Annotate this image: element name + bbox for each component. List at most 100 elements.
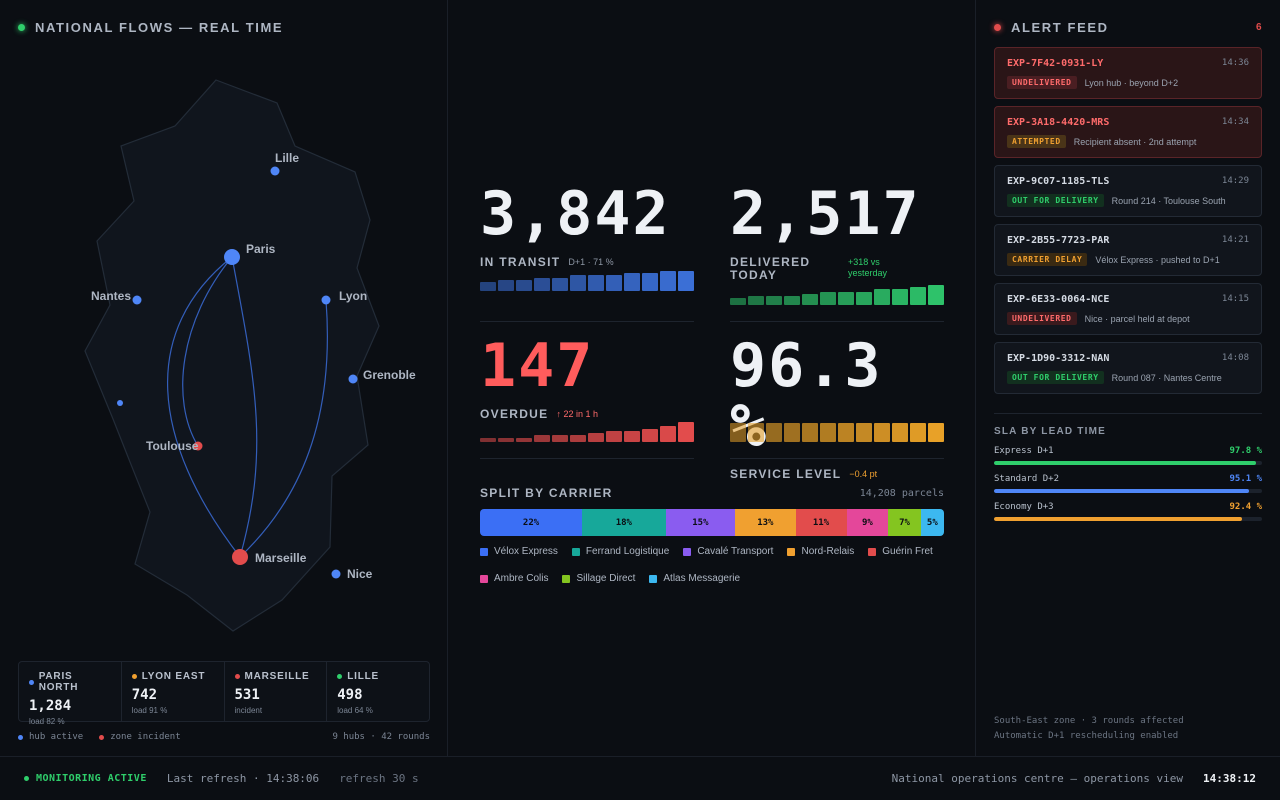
carrier-legend-item[interactable]: Sillage Direct	[562, 573, 635, 584]
carrier-split-bar[interactable]: 22% 18% 15% 13% 11% 9% 7% 5%	[480, 509, 944, 536]
national-flows-panel: NATIONAL FLOWS — REAL TIME Lille Paris Nan…	[0, 0, 448, 756]
alert-card[interactable]: EXP-1D90-3312-NAN 14:08 OUT FOR DELIVERY Ro…	[994, 342, 1262, 394]
alert-card[interactable]: EXP-9C07-1185-TLS 14:29 OUT FOR DELIVERY Ro…	[994, 165, 1262, 217]
service-spark-bar	[856, 423, 872, 442]
sla-name: Economy D+3	[994, 502, 1054, 512]
carrier-segment[interactable]: 13%	[735, 509, 796, 536]
city-marker-lille[interactable]	[270, 166, 280, 176]
carrier-legend-item[interactable]: Atlas Messagerie	[649, 573, 740, 584]
kpi-service-level[interactable]: 96.3 % SERVICE LEVEL −0.4 pt	[730, 331, 883, 481]
city-label-marseille: Marseille	[255, 551, 307, 565]
carrier-segment[interactable]: 11%	[795, 509, 847, 536]
carrier-legend-item[interactable]: Vélox Express	[480, 546, 558, 557]
hub-card-lyon-east[interactable]: LYON EAST 742 load 91 %	[122, 662, 225, 721]
city-marker-nantes[interactable]	[132, 295, 142, 305]
sla-value: 95.1 %	[1229, 474, 1262, 484]
city-marker-grenoble[interactable]	[348, 374, 358, 384]
overdue-spark-bar	[678, 422, 694, 442]
delivered-spark-bar	[874, 289, 890, 305]
service-spark-bar	[892, 423, 908, 442]
hub-status-icon	[234, 674, 240, 679]
sla-fill	[994, 517, 1242, 521]
service-spark-bar	[784, 423, 800, 442]
transit-spark-bar	[678, 271, 694, 291]
kpi-overdue[interactable]: 147 OVERDUE ↑ 22 in 1 h	[480, 331, 598, 421]
hub-card-paris-north[interactable]: PARIS NORTH 1,284 load 82 %	[19, 662, 122, 726]
carrier-segment[interactable]: 9%	[846, 509, 889, 536]
kpi-in-transit[interactable]: 3,842 IN TRANSIT D+1 · 71 %	[480, 179, 671, 269]
carrier-legend: Vélox Express Ferrand Logistique Cavalé Tr…	[480, 546, 950, 584]
sla-fill	[994, 461, 1257, 465]
transit-spark-bar	[606, 275, 622, 291]
city-marker-paris[interactable]	[224, 249, 240, 265]
overdue-spark-bar	[642, 428, 658, 442]
alert-status-badge: ATTEMPTED	[1007, 135, 1066, 148]
alert-card[interactable]: EXP-6E33-0064-NCE 14:15 UNDELIVERED Nice · …	[994, 283, 1262, 335]
live-indicator-icon	[18, 24, 25, 31]
carrier-segment[interactable]: 15%	[665, 509, 736, 536]
alert-description: Round 214 · Toulouse South	[1111, 195, 1226, 206]
alert-card[interactable]: EXP-7F42-0931-LY 14:36 UNDELIVERED Lyon hub…	[994, 47, 1262, 99]
delivered-spark-bar	[802, 293, 818, 305]
transit-spark-bar	[660, 271, 676, 291]
status-footer: MONITORING ACTIVE Last refresh · 14:38:0…	[0, 756, 1280, 800]
city-marker-unnamed[interactable]	[117, 400, 123, 406]
overdue-spark-bar	[660, 426, 676, 442]
city-marker-lyon[interactable]	[321, 295, 331, 305]
alert-id: EXP-7F42-0931-LY	[1007, 58, 1104, 69]
service-spark-bar	[910, 423, 926, 442]
alert-description: Nice · parcel held at depot	[1084, 313, 1190, 324]
carrier-legend-item[interactable]: Cavalé Transport	[683, 546, 773, 557]
carrier-name: Ferrand Logistique	[585, 546, 670, 557]
carrier-name: Ambre Colis	[494, 573, 549, 584]
zone-note: South-East zone · 3 rounds affected Auto…	[994, 716, 1184, 741]
carrier-name: Cavalé Transport	[697, 546, 774, 557]
carrier-segment[interactable]: 7%	[888, 509, 921, 536]
kpi-panel: 3,842 IN TRANSIT D+1 · 71 % 2,517 DELIVE…	[448, 0, 976, 756]
city-marker-toulouse[interactable]	[193, 441, 203, 451]
carrier-legend-item[interactable]: Ambre Colis	[480, 573, 548, 584]
service-spark-bar	[730, 423, 746, 442]
refresh-interval[interactable]: refresh 30 s	[339, 772, 419, 785]
carrier-segment[interactable]: 18%	[582, 509, 666, 536]
hub-card-lille[interactable]: LILLE 498 load 64 %	[337, 671, 380, 715]
city-label-grenoble: Grenoble	[363, 368, 416, 382]
service-spark-bar	[874, 423, 890, 442]
carrier-legend-item[interactable]: Guérin Fret	[868, 546, 933, 557]
carrier-swatch-icon	[562, 574, 571, 583]
alert-card[interactable]: EXP-2B55-7723-PAR 14:21 CARRIER DELAY Vélox…	[994, 224, 1262, 276]
transit-spark-bar	[624, 273, 640, 291]
carrier-name: Atlas Messagerie	[663, 573, 741, 584]
france-flow-map[interactable]: Lille Paris Nantes Lyon Grenoble Toulouse Mars…	[0, 50, 448, 650]
france-outline	[84, 79, 380, 632]
city-marker-marseille[interactable]	[232, 549, 248, 565]
carrier-name: Nord-Relais	[801, 546, 855, 557]
city-label-nice: Nice	[347, 567, 373, 581]
alert-id: EXP-3A18-4420-MRS	[1007, 117, 1110, 128]
carrier-name: Guérin Fret	[882, 546, 933, 557]
carrier-swatch-icon	[787, 547, 796, 556]
alert-status-badge: OUT FOR DELIVERY	[1007, 371, 1104, 384]
hub-status-icon	[29, 679, 34, 685]
delivered-spark-bar	[928, 285, 944, 305]
city-label-lille: Lille	[275, 151, 299, 165]
sla-row: Standard D+2 95.1 %	[994, 474, 1262, 493]
carrier-swatch-icon	[480, 574, 488, 583]
kpi-delivered-today[interactable]: 2,517 DELIVERED TODAY +318 vs yesterday	[730, 179, 921, 282]
alert-card[interactable]: EXP-3A18-4420-MRS 14:34 ATTEMPTED Recipient…	[994, 106, 1262, 158]
carrier-segment[interactable]: 22%	[480, 509, 583, 536]
delivered-spark-bar	[910, 287, 926, 305]
city-marker-nice[interactable]	[331, 569, 341, 579]
overdue-spark-bar	[606, 430, 622, 442]
alert-panel: ALERT FEED 6 EXP-7F42-0931-LY 14:36 UNDELI…	[976, 0, 1280, 756]
hub-card-marseille[interactable]: MARSEILLE 531 incident	[225, 662, 328, 721]
transit-spark-bar	[480, 282, 496, 291]
carrier-legend-item[interactable]: Nord-Relais	[787, 546, 854, 557]
carrier-segment[interactable]: 5%	[920, 509, 944, 536]
delivered-spark-bar	[784, 296, 800, 305]
carrier-split-header: SPLIT BY CARRIER 14,208 parcels	[480, 486, 944, 500]
carrier-legend-item[interactable]: Ferrand Logistique	[571, 546, 670, 557]
alert-time: 14:21	[1221, 235, 1249, 245]
overdue-spark-bar	[480, 437, 496, 442]
alert-description: Vélox Express · pushed to D+1	[1095, 254, 1220, 265]
